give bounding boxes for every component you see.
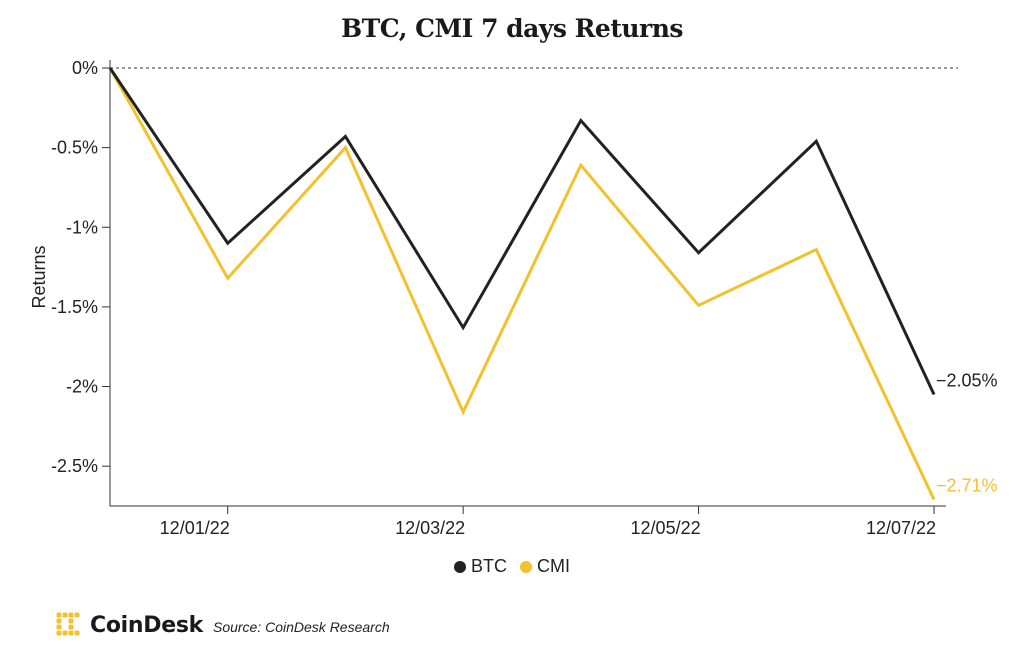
y-tick-label: 0% [72,58,98,78]
legend-item-btc: BTC [453,556,507,577]
brand-name: CoinDesk [90,612,203,638]
legend-label-cmi: CMI [537,556,570,576]
legend-dot-btc [453,560,466,573]
x-tick-label: 12/01/22 [160,518,230,538]
end-label-btc: −2.05% [936,371,998,391]
x-tick-label: 12/05/22 [631,518,701,538]
coindesk-logo-icon [56,612,80,636]
y-tick-label: -2% [66,377,98,397]
series-line-cmi [108,67,936,501]
footer: CoinDesk Source: CoinDesk Research [56,612,390,638]
series-line-btc [108,67,936,396]
legend-label-btc: BTC [470,556,507,576]
y-tick-label: -0.5% [51,138,98,158]
chart-title: BTC, CMI 7 days Returns [341,14,683,43]
x-tick-label: 12/07/22 [866,518,936,538]
legend: BTC CMI [0,556,1024,578]
legend-dot-cmi [520,560,532,573]
y-tick-label: -1% [66,217,98,237]
end-label-cmi: −2.71% [936,476,998,496]
x-tick-label: 12/03/22 [395,518,465,538]
y-tick-label: -1.5% [51,297,98,317]
line-chart: 0% -0.5% -1% -1.5% -2% -2.5% 12/01/22 12/03/22 1… [29,58,998,538]
y-tick-label: -2.5% [51,456,98,476]
legend-item-cmi: CMI [520,556,570,577]
source-note: Source: CoinDesk Research [212,619,390,635]
y-axis-label: Returns [29,245,49,308]
